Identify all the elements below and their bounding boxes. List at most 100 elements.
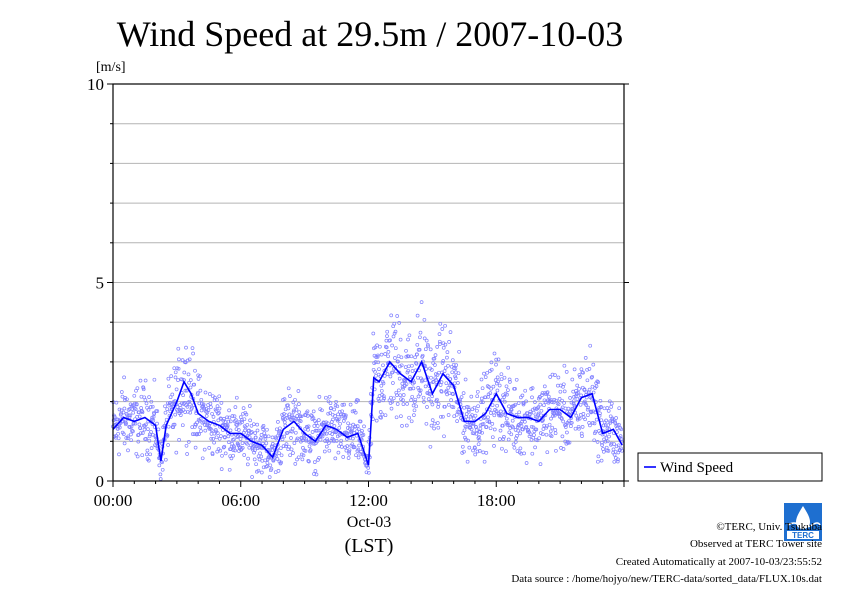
- raw-data-point: [595, 379, 600, 384]
- raw-data-point: [507, 377, 512, 382]
- raw-data-point: [383, 352, 388, 356]
- raw-data-point: [349, 428, 354, 433]
- raw-data-point: [293, 430, 298, 435]
- raw-data-point: [437, 339, 442, 344]
- raw-data-point: [471, 448, 475, 453]
- raw-data-point: [393, 356, 397, 360]
- x-tick-label: 18:00: [477, 491, 516, 510]
- raw-data-point: [492, 413, 497, 418]
- raw-data-point: [536, 411, 541, 416]
- raw-data-point: [554, 398, 559, 403]
- raw-data-point: [513, 386, 517, 391]
- raw-data-point: [589, 375, 594, 380]
- raw-data-point: [605, 406, 610, 410]
- raw-data-point: [441, 345, 446, 350]
- raw-data-point: [395, 393, 399, 397]
- raw-data-point: [481, 422, 486, 426]
- raw-data-point: [496, 379, 500, 384]
- raw-data-point: [284, 442, 289, 446]
- raw-data-point: [314, 421, 319, 425]
- raw-data-point: [203, 390, 208, 395]
- raw-data-point: [356, 455, 361, 460]
- raw-data-point: [260, 446, 264, 451]
- raw-data-point: [221, 445, 226, 450]
- raw-data-point: [333, 456, 338, 461]
- raw-data-point: [197, 401, 202, 406]
- raw-data-point: [275, 457, 280, 461]
- raw-data-point: [526, 428, 531, 432]
- raw-data-point: [347, 448, 352, 453]
- raw-data-point: [544, 432, 549, 437]
- raw-data-point: [437, 332, 442, 336]
- raw-data-point: [486, 415, 490, 420]
- raw-data-point: [507, 430, 512, 435]
- x-tick-label: 00:00: [94, 491, 133, 510]
- raw-data-point: [433, 363, 437, 367]
- raw-data-point: [473, 446, 477, 450]
- raw-data-point: [331, 417, 335, 422]
- raw-data-point: [320, 408, 324, 413]
- raw-data-point: [554, 448, 558, 453]
- raw-data-point: [430, 402, 435, 407]
- raw-data-point: [607, 399, 612, 404]
- raw-data-point: [165, 407, 170, 411]
- raw-data-point: [140, 410, 145, 415]
- raw-data-point: [479, 396, 484, 401]
- raw-data-point: [292, 408, 296, 413]
- raw-data-point: [456, 381, 460, 385]
- raw-data-point: [166, 424, 171, 429]
- raw-data-point: [245, 441, 249, 446]
- raw-data-point: [195, 431, 200, 436]
- raw-data-point: [217, 406, 222, 411]
- raw-data-point: [227, 467, 232, 472]
- raw-data-point: [202, 447, 207, 452]
- raw-data-point: [530, 395, 534, 400]
- raw-data-point: [166, 376, 171, 381]
- raw-data-point: [510, 424, 514, 429]
- raw-data-point: [603, 432, 608, 437]
- raw-data-point: [398, 337, 403, 342]
- raw-data-point: [152, 377, 157, 382]
- raw-data-point: [125, 436, 130, 440]
- raw-data-point: [461, 391, 466, 395]
- raw-data-point: [184, 345, 188, 350]
- raw-data-point: [460, 444, 465, 449]
- raw-data-point: [407, 333, 412, 338]
- raw-data-point: [390, 343, 394, 348]
- raw-data-point: [397, 321, 402, 325]
- raw-data-point: [441, 414, 445, 419]
- raw-data-point: [378, 410, 383, 414]
- raw-data-point: [538, 462, 543, 466]
- raw-data-point: [198, 388, 203, 393]
- raw-data-point: [423, 378, 428, 383]
- raw-data-point: [557, 411, 562, 416]
- raw-data-point: [131, 410, 136, 415]
- raw-data-point: [378, 344, 382, 349]
- raw-data-point: [114, 433, 118, 438]
- raw-data-point: [178, 413, 183, 417]
- raw-data-point: [196, 417, 201, 422]
- raw-data-point: [121, 432, 126, 436]
- raw-data-point: [424, 338, 429, 343]
- raw-data-point: [218, 448, 223, 453]
- raw-data-point: [606, 449, 611, 453]
- raw-data-point: [227, 415, 232, 420]
- raw-data-point: [274, 436, 279, 441]
- raw-data-point: [447, 340, 451, 344]
- raw-data-point: [529, 424, 534, 429]
- raw-data-point: [513, 440, 518, 444]
- raw-data-point: [479, 377, 484, 382]
- raw-data-point: [158, 472, 163, 477]
- raw-data-point: [317, 455, 321, 460]
- raw-data-point: [168, 395, 173, 400]
- raw-data-point: [181, 393, 185, 398]
- raw-data-point: [225, 423, 230, 428]
- raw-data-point: [420, 353, 425, 358]
- raw-data-point: [411, 386, 416, 391]
- raw-data-point: [584, 403, 589, 407]
- footer-credit: ©TERC, Univ. Tsukuba: [716, 521, 822, 533]
- raw-data-point: [511, 442, 516, 447]
- raw-data-point: [572, 367, 577, 372]
- raw-data-point: [502, 395, 507, 399]
- raw-data-point: [426, 397, 431, 401]
